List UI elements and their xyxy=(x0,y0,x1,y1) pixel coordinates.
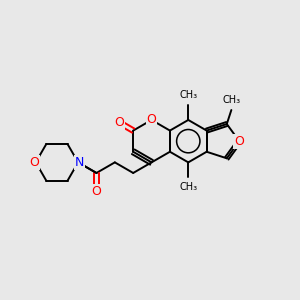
Text: O: O xyxy=(29,156,39,169)
Text: O: O xyxy=(92,185,101,198)
Text: O: O xyxy=(114,116,124,129)
Text: CH₃: CH₃ xyxy=(179,90,197,100)
Text: CH₃: CH₃ xyxy=(222,95,240,105)
Text: N: N xyxy=(75,156,84,169)
Text: CH₃: CH₃ xyxy=(179,182,197,192)
Text: O: O xyxy=(234,135,244,148)
Text: O: O xyxy=(147,113,157,127)
